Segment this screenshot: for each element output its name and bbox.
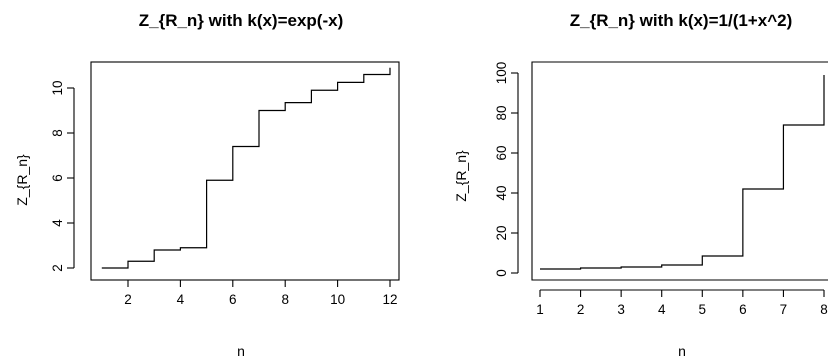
panel-2-y-ticks: 0 20 40 60 80 100 bbox=[494, 62, 518, 277]
panel-2-plot-frame bbox=[531, 61, 828, 281]
panel-1-y-tick-label: 2 bbox=[50, 264, 65, 272]
panel-2: Z_{R_n} with k(x)=1/(1+x^2) 1 2 3 4 5 6 7 8 0 20… bbox=[453, 11, 828, 358]
panel-1-x-tick-label: 4 bbox=[177, 292, 185, 307]
panel-1-x-ticks: 2 4 6 8 10 12 bbox=[124, 280, 398, 307]
panel-2-y-tick-label: 100 bbox=[494, 62, 509, 85]
panel-1-y-tick-label: 10 bbox=[50, 80, 65, 95]
panel-1-y-tick-label: 8 bbox=[50, 129, 65, 137]
panel-2-x-tick-label: 7 bbox=[780, 302, 788, 317]
panel-1-x-tick-label: 10 bbox=[330, 292, 345, 307]
panel-2-x-tick-label: 8 bbox=[820, 302, 828, 317]
panel-1-step-series bbox=[101, 67, 391, 269]
panel-2-y-tick-label: 40 bbox=[494, 185, 509, 200]
panel-2-x-tick-label: 4 bbox=[658, 302, 666, 317]
panel-2-y-axis-title: Z_{R_n} bbox=[453, 150, 469, 202]
panel-1-y-axis-title: Z_{R_n} bbox=[14, 154, 30, 206]
panel-2-y-tick-label: 0 bbox=[494, 269, 509, 277]
panel-1-y-tick-label: 4 bbox=[50, 219, 65, 227]
panel-2-y-tick-label: 20 bbox=[494, 225, 509, 240]
panel-2-title: Z_{R_n} with k(x)=1/(1+x^2) bbox=[570, 11, 793, 30]
panel-2-x-tick-label: 3 bbox=[617, 302, 625, 317]
panel-2-x-tick-label: 2 bbox=[577, 302, 585, 317]
panel-1-x-tick-label: 6 bbox=[229, 292, 237, 307]
panel-2-step-series bbox=[540, 75, 825, 270]
panel-1-x-tick-label: 12 bbox=[382, 292, 397, 307]
panel-2-y-tick-label: 60 bbox=[494, 145, 509, 160]
panel-1-y-ticks: 2 4 6 8 10 bbox=[50, 80, 74, 272]
panel-2-x-axis-title: n bbox=[678, 343, 686, 358]
panel-1-x-tick-label: 2 bbox=[124, 292, 132, 307]
panel-2-y-tick-label: 80 bbox=[494, 105, 509, 120]
panel-1-y-tick-label: 6 bbox=[50, 174, 65, 182]
panel-1: Z_{R_n} with k(x)=exp(-x) 2 4 6 8 10 12 2 4 6 8 1… bbox=[14, 11, 400, 358]
panel-1-plot-frame bbox=[90, 61, 400, 281]
panel-2-x-tick-label: 5 bbox=[699, 302, 707, 317]
panel-2-x-ticks: 1 2 3 4 5 6 7 8 bbox=[536, 290, 828, 317]
panel-2-x-tick-label: 1 bbox=[536, 302, 544, 317]
panel-2-x-tick-label: 6 bbox=[739, 302, 747, 317]
panel-1-x-tick-label: 8 bbox=[281, 292, 289, 307]
panel-1-title: Z_{R_n} with k(x)=exp(-x) bbox=[139, 11, 344, 30]
panel-1-x-axis-title: n bbox=[237, 343, 245, 358]
